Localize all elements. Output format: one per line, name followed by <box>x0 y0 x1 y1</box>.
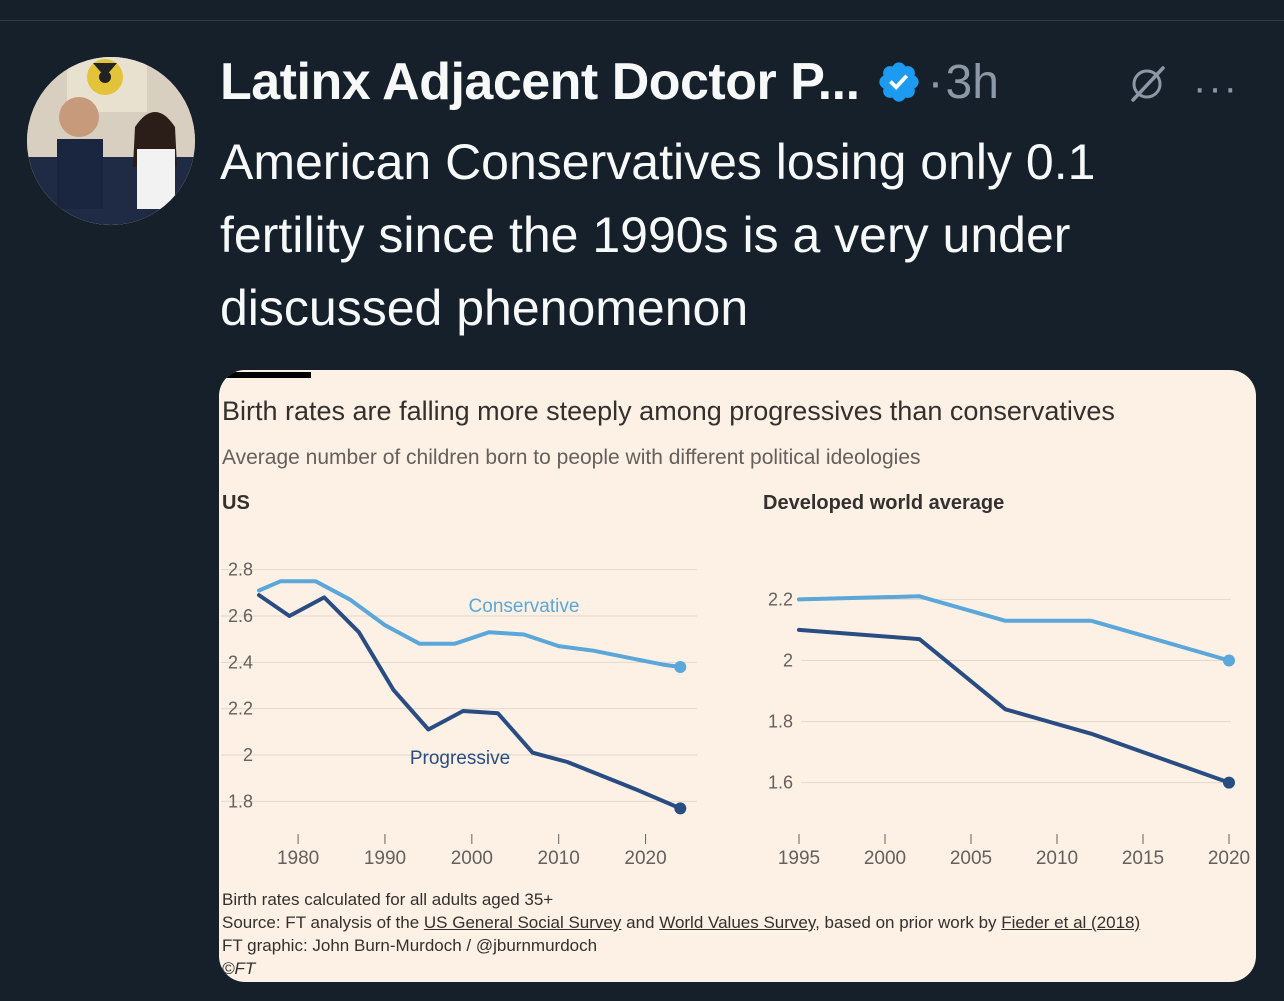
us-conservative-line <box>257 579 683 669</box>
dev-y-tick-label: 1.6 <box>768 773 793 793</box>
dev-y-tick-label: 2 <box>783 650 793 670</box>
us-y-tick-label: 1.8 <box>228 791 253 811</box>
tweet-header: Latinx Adjacent Doctor P... · 3h <box>220 52 999 112</box>
dev-conservative-line <box>797 594 1231 663</box>
source-link-wvs[interactable]: World Values Survey <box>659 913 816 932</box>
line-charts: 2.8 2.6 2.4 2.2 2 1.8 1980 1990 2000 2010 2020 Cons… <box>221 560 1250 869</box>
dev-y-tick-label: 1.8 <box>768 712 793 732</box>
dev-x-tick-label: 2015 <box>1122 848 1164 869</box>
verified-badge-icon[interactable] <box>876 59 922 105</box>
us-x-tick-label: 2010 <box>538 848 580 869</box>
source-mid: and <box>621 913 660 932</box>
source-link-gss[interactable]: US General Social Survey <box>423 913 622 932</box>
panel-title-developed: Developed world average <box>763 492 1005 514</box>
us-y-tick-label: 2.8 <box>228 560 253 580</box>
us-y-tick-label: 2.2 <box>228 699 253 719</box>
tweet-text: American Conservatives losing only 0.1 f… <box>220 134 1096 336</box>
source-link-fieder[interactable]: Fieder et al (2018) <box>1001 913 1141 932</box>
dev-x-tick-label: 1995 <box>778 848 820 869</box>
us-progressive-series-label: Progressive <box>410 748 510 769</box>
dev-x-tick-label: 2010 <box>1036 848 1078 869</box>
graphic-credit: FT graphic: John Burn-Murdoch / @jburnmu… <box>222 936 598 955</box>
ft-accent-bar <box>219 372 311 378</box>
us-progressive-endpoint <box>674 802 687 815</box>
us-conservative-endpoint <box>674 660 687 673</box>
source-mid2: , based on prior work by <box>815 913 1002 932</box>
us-progressive-line <box>257 593 683 811</box>
chart-title: Birth rates are falling more steeply amo… <box>222 396 1115 426</box>
us-x-tick-label: 1990 <box>364 848 406 869</box>
us-y-tick-label: 2.6 <box>228 606 253 626</box>
avatar-image <box>27 57 195 225</box>
dev-progressive-endpoint <box>1223 776 1235 789</box>
us-x-tick-label: 2000 <box>451 848 493 869</box>
us-conservative-series-label: Conservative <box>469 596 580 617</box>
us-y-tick-label: 2 <box>243 745 253 765</box>
author-avatar[interactable] <box>27 57 195 225</box>
dev-x-tick-label: 2000 <box>864 848 906 869</box>
dev-y-tick-label: 2.2 <box>768 589 793 609</box>
dev-conservative-endpoint <box>1223 654 1235 667</box>
dev-x-tick-label: 2005 <box>950 848 992 869</box>
us-x-tick-label: 2020 <box>624 848 666 869</box>
more-options-icon[interactable]: ··· <box>1193 66 1239 110</box>
chart-subtitle: Average number of children born to peopl… <box>222 446 921 469</box>
panel-title-us: US <box>222 492 250 514</box>
timeline-divider <box>0 20 1284 21</box>
tweet-timestamp[interactable]: 3h <box>945 55 999 109</box>
source-prefix: Source: FT analysis of the <box>222 913 424 932</box>
chart-source: Source: FT analysis of the US General So… <box>222 913 1140 933</box>
separator-dot: · <box>927 55 944 109</box>
grok-icon[interactable] <box>1125 62 1169 106</box>
us-x-tick-label: 1980 <box>277 848 319 869</box>
dev-x-tick-label: 2020 <box>1208 848 1250 869</box>
ft-copyright: ©FT <box>222 959 256 978</box>
author-name[interactable]: Latinx Adjacent Doctor P... <box>220 53 860 111</box>
us-y-tick-label: 2.4 <box>228 652 253 672</box>
dev-progressive-line <box>797 627 1231 785</box>
chart-footnote: Birth rates calculated for all adults ag… <box>222 890 554 909</box>
chart-image-card[interactable]: Birth rates are falling more steeply amo… <box>219 370 1256 982</box>
